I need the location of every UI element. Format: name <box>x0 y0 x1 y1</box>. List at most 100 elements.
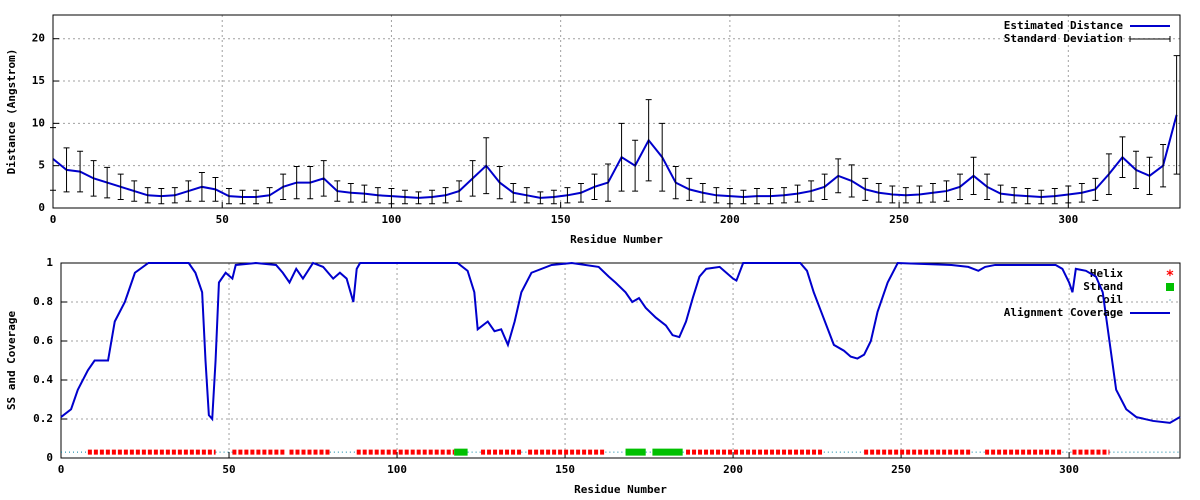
error-bar <box>848 164 855 198</box>
error-bar <box>456 180 463 202</box>
error-bar <box>970 156 977 195</box>
error-bar <box>672 166 679 200</box>
error-bar <box>632 139 639 192</box>
error-bar <box>916 185 923 204</box>
x-tick-label: 200 <box>720 213 740 226</box>
error-bar <box>239 189 246 205</box>
x-axis-label: Residue Number <box>574 483 667 496</box>
error-bar <box>361 184 368 203</box>
error-bar <box>618 122 625 192</box>
error-bar <box>957 173 964 201</box>
error-bar <box>767 188 774 205</box>
error-bar <box>171 187 178 204</box>
error-bar <box>442 187 449 204</box>
error-bar <box>1051 188 1058 205</box>
error-bar <box>50 127 56 191</box>
error-bar <box>943 180 950 202</box>
error-bar <box>1119 136 1126 179</box>
error-bar <box>1092 177 1099 201</box>
error-bar <box>510 182 517 203</box>
x-tick-label: 0 <box>50 213 57 226</box>
legend-label: Standard Deviation <box>1004 32 1123 45</box>
y-tick-label: 0 <box>46 451 53 464</box>
x-tick-label: 300 <box>1058 213 1078 226</box>
error-bar <box>984 173 991 201</box>
x-tick-label: 50 <box>216 213 229 226</box>
error-bar <box>1024 188 1031 205</box>
error-bar <box>347 182 354 203</box>
error-bar <box>90 160 97 197</box>
y-tick-label: 0.8 <box>33 295 53 308</box>
error-bar <box>77 150 84 193</box>
error-bar <box>429 189 436 205</box>
legend-label: Alignment Coverage <box>1004 306 1124 319</box>
error-bar <box>280 173 287 201</box>
error-bar <box>889 185 896 204</box>
error-bar <box>401 189 408 205</box>
error-bar <box>483 137 490 195</box>
error-bar <box>1065 185 1072 204</box>
legend-errorbar <box>1129 36 1171 42</box>
error-bar <box>1160 144 1167 188</box>
error-bar <box>577 182 584 203</box>
error-bar <box>266 187 273 204</box>
x-tick-label: 100 <box>382 213 402 226</box>
legend-marker <box>1166 283 1174 291</box>
error-bar <box>564 187 571 204</box>
x-tick-label: 100 <box>387 463 407 476</box>
error-bar <box>158 188 165 205</box>
y-tick-label: 0.6 <box>33 334 53 347</box>
error-bar <box>740 189 747 205</box>
error-bar <box>1038 189 1045 205</box>
error-bar <box>699 182 706 203</box>
y-tick-label: 15 <box>32 74 45 87</box>
x-tick-label: 250 <box>889 213 909 226</box>
error-bar <box>1105 153 1112 195</box>
error-bar <box>929 182 936 203</box>
y-tick-label: 1 <box>46 256 53 269</box>
error-bar <box>104 166 111 199</box>
y-tick-label: 5 <box>38 159 45 172</box>
x-tick-label: 0 <box>58 463 65 476</box>
error-bar <box>374 187 381 204</box>
error-bar <box>523 187 530 204</box>
error-bar <box>645 99 652 182</box>
error-bar <box>415 191 422 205</box>
error-bar <box>713 187 720 204</box>
error-bar <box>726 188 733 205</box>
error-bar <box>835 158 842 194</box>
legend-label: Strand <box>1083 280 1123 293</box>
error-bar <box>862 177 869 201</box>
legend-label: Estimated Distance <box>1004 19 1124 32</box>
error-bar <box>591 173 598 201</box>
x-tick-label: 200 <box>723 463 743 476</box>
error-bar <box>185 180 192 202</box>
error-bar <box>131 180 138 202</box>
error-bar <box>875 182 882 203</box>
error-bar <box>794 184 801 203</box>
error-bar <box>293 166 300 200</box>
x-tick-label: 150 <box>555 463 575 476</box>
error-bar <box>686 177 693 201</box>
x-axis-label: Residue Number <box>570 233 663 246</box>
error-bar <box>902 187 909 204</box>
plot-frame <box>52 14 1181 209</box>
error-bar <box>496 166 503 200</box>
error-bar <box>537 191 544 205</box>
error-bar <box>997 184 1004 203</box>
coverage-line <box>60 261 1181 424</box>
y-tick-label: 0 <box>38 201 45 214</box>
y-tick-label: 10 <box>32 116 45 129</box>
legend-label: Coil <box>1097 293 1124 306</box>
x-tick-label: 150 <box>551 213 571 226</box>
error-bar <box>821 173 828 201</box>
y-axis-label: SS and Coverage <box>5 310 18 410</box>
distance-line <box>52 114 1178 199</box>
error-bar <box>1173 55 1180 175</box>
x-tick-label: 50 <box>222 463 235 476</box>
error-bar <box>1078 182 1085 203</box>
legend-marker <box>1169 299 1171 301</box>
error-bar <box>1011 187 1018 204</box>
x-tick-label: 300 <box>1059 463 1079 476</box>
